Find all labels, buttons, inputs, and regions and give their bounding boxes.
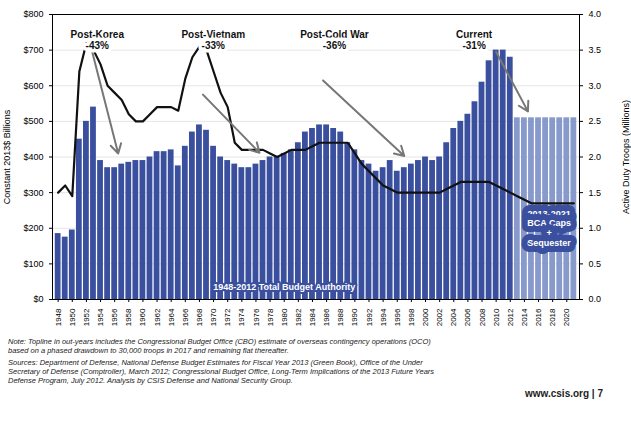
svg-text:1980: 1980 xyxy=(280,308,289,326)
svg-text:1950: 1950 xyxy=(68,308,77,326)
svg-text:$400: $400 xyxy=(23,152,43,162)
svg-text:1972: 1972 xyxy=(223,308,232,326)
svg-text:1996: 1996 xyxy=(393,308,402,326)
svg-text:$100: $100 xyxy=(23,259,43,269)
svg-text:1992: 1992 xyxy=(365,308,374,326)
svg-text:1968: 1968 xyxy=(195,308,204,326)
svg-text:Post-Vietnam-33%: Post-Vietnam-33% xyxy=(181,29,245,51)
svg-text:1976: 1976 xyxy=(252,308,261,326)
svg-text:$300: $300 xyxy=(23,188,43,198)
svg-text:1970: 1970 xyxy=(209,308,218,326)
svg-text:2.5: 2.5 xyxy=(589,116,602,126)
svg-text:0.5: 0.5 xyxy=(589,259,602,269)
svg-text:1984: 1984 xyxy=(308,308,317,326)
svg-text:3.5: 3.5 xyxy=(589,45,602,55)
svg-text:1998: 1998 xyxy=(407,308,416,326)
svg-text:1988: 1988 xyxy=(336,308,345,326)
svg-text:1952: 1952 xyxy=(82,308,91,326)
svg-text:$200: $200 xyxy=(23,223,43,233)
svg-text:1990: 1990 xyxy=(350,308,359,326)
svg-text:2012: 2012 xyxy=(506,308,515,326)
svg-text:1.5: 1.5 xyxy=(589,188,602,198)
svg-text:1948: 1948 xyxy=(54,308,63,326)
svg-text:2.0: 2.0 xyxy=(589,152,602,162)
svg-text:1978: 1978 xyxy=(266,308,275,326)
svg-text:1974: 1974 xyxy=(237,308,246,326)
svg-text:1982: 1982 xyxy=(294,308,303,326)
svg-text:1956: 1956 xyxy=(110,308,119,326)
svg-text:3.0: 3.0 xyxy=(589,81,602,91)
html-text:www.csis.org | 7: www.csis.org | 7 xyxy=(525,388,603,399)
html-text:Note: Topline in out-years inc: Note: Topline in out-years includes the … xyxy=(8,337,431,355)
svg-text:1964: 1964 xyxy=(167,308,176,326)
svg-text:4.0: 4.0 xyxy=(589,9,602,19)
svg-text:Current-31%: Current-31% xyxy=(456,29,493,51)
svg-text:2018: 2018 xyxy=(548,308,557,326)
svg-text:Post-Korea-43%: Post-Korea-43% xyxy=(71,29,125,51)
svg-text:0.0: 0.0 xyxy=(589,294,602,304)
svg-text:2010: 2010 xyxy=(492,308,501,326)
svg-text:2004: 2004 xyxy=(449,308,458,326)
svg-text:$600: $600 xyxy=(23,81,43,91)
svg-text:1966: 1966 xyxy=(181,308,190,326)
svg-text:1986: 1986 xyxy=(322,308,331,326)
svg-text:1960: 1960 xyxy=(138,308,147,326)
svg-text:$500: $500 xyxy=(23,116,43,126)
svg-text:1958: 1958 xyxy=(124,308,133,326)
svg-text:2014: 2014 xyxy=(520,308,529,326)
svg-text:1954: 1954 xyxy=(96,308,105,326)
svg-text:$700: $700 xyxy=(23,45,43,55)
html-text:Sources: Department of Defense: Sources: Department of Defense, National… xyxy=(8,358,434,385)
svg-text:1.0: 1.0 xyxy=(589,223,602,233)
svg-text:Constant 2013$ Billions: Constant 2013$ Billions xyxy=(2,109,12,204)
svg-text:$800: $800 xyxy=(23,9,43,19)
svg-text:2006: 2006 xyxy=(463,308,472,326)
svg-text:Post-Cold War-36%: Post-Cold War-36% xyxy=(300,29,369,51)
svg-text:2013-2021BCA Caps+Sequester: 2013-2021BCA Caps+Sequester xyxy=(527,209,571,249)
svg-text:1962: 1962 xyxy=(153,308,162,326)
svg-text:Active Duty Troops (Millions): Active Duty Troops (Millions) xyxy=(621,100,631,214)
svg-text:1994: 1994 xyxy=(379,308,388,326)
svg-text:2002: 2002 xyxy=(435,308,444,326)
svg-text:2000: 2000 xyxy=(421,308,430,326)
svg-text:2020: 2020 xyxy=(562,308,571,326)
svg-text:$0: $0 xyxy=(33,294,43,304)
svg-text:2008: 2008 xyxy=(478,308,487,326)
svg-text:1948-2012 Total Budget Authori: 1948-2012 Total Budget Authority xyxy=(213,282,355,292)
svg-text:2016: 2016 xyxy=(534,308,543,326)
